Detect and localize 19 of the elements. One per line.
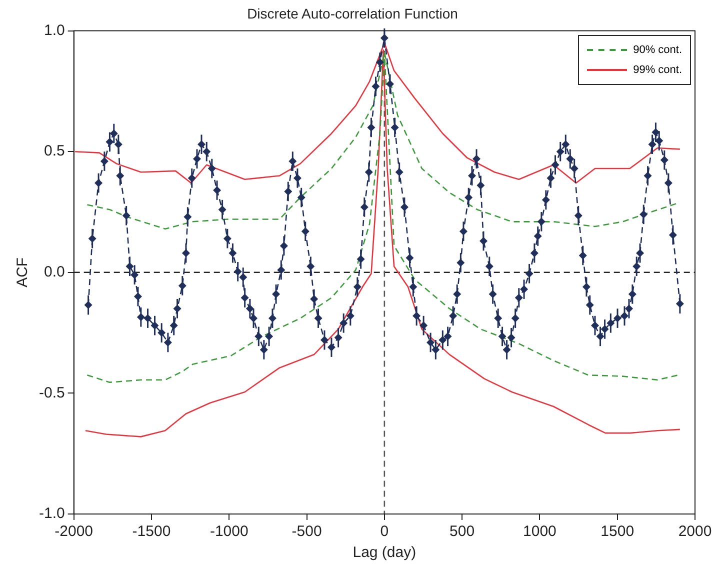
x-tick-label: -1500 <box>132 523 171 540</box>
y-axis-title: ACF <box>14 257 32 288</box>
y-tick-label: -0.5 <box>38 384 65 402</box>
x-tick-label: 1000 <box>523 523 556 540</box>
legend-label: 99% cont. <box>633 64 682 76</box>
x-tick-label: 500 <box>450 523 475 540</box>
x-tick-label: -1000 <box>210 523 248 540</box>
chart-title: Discrete Auto-correlation Function <box>247 5 458 22</box>
x-axis-title: Lag (day) <box>352 544 416 562</box>
legend-label: 90% cont. <box>633 44 682 56</box>
x-tick-label: -2000 <box>54 523 94 540</box>
y-tick-label: 0.5 <box>44 142 65 160</box>
x-tick-label: 2000 <box>678 523 712 540</box>
y-tick-label: 0.0 <box>44 264 65 281</box>
x-tick-label: -500 <box>292 523 322 540</box>
y-tick-label: 1.0 <box>44 22 65 39</box>
x-tick-label: 0 <box>380 523 389 540</box>
x-tick-label: 1500 <box>600 523 634 540</box>
y-tick-label: -1.0 <box>38 505 65 522</box>
